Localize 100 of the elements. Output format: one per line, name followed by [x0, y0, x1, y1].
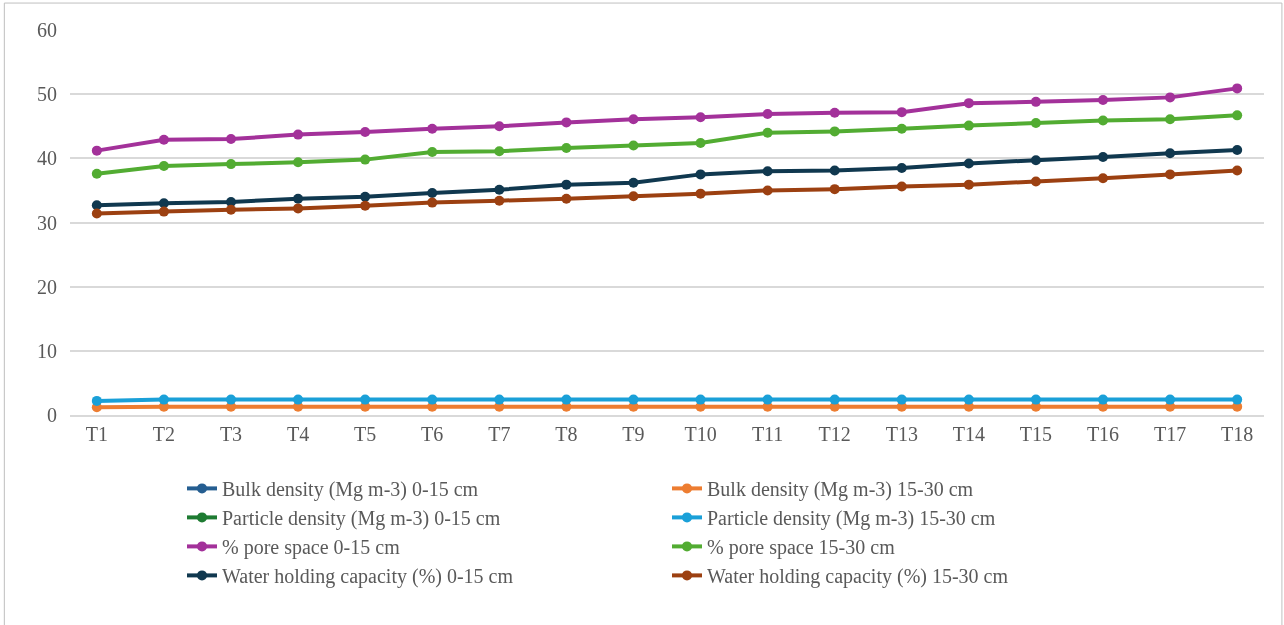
y-tick-label: 30	[37, 211, 57, 234]
x-tick-label: T14	[952, 422, 985, 445]
legend-label: Bulk density (Mg m-3) 15-30 cm	[707, 478, 974, 502]
point	[561, 193, 572, 204]
point	[494, 195, 505, 206]
point	[829, 126, 840, 137]
point	[561, 117, 572, 128]
point	[628, 177, 639, 188]
x-tick-label: T9	[622, 422, 645, 445]
point	[695, 188, 706, 199]
point	[427, 197, 438, 208]
x-tick-label: T6	[421, 422, 444, 445]
point	[1030, 176, 1041, 187]
point	[427, 146, 438, 157]
point	[91, 145, 102, 156]
x-tick-label: T5	[354, 422, 377, 445]
point	[829, 184, 840, 195]
point	[293, 193, 304, 204]
point	[360, 394, 371, 405]
point	[963, 394, 974, 405]
point	[427, 394, 438, 405]
point	[427, 187, 438, 198]
y-tick-label: 10	[37, 339, 57, 362]
x-tick-label: T10	[684, 422, 717, 445]
point	[91, 395, 102, 406]
point	[896, 123, 907, 134]
x-tick-label: T13	[885, 422, 918, 445]
point	[1165, 169, 1176, 180]
point	[293, 394, 304, 405]
x-tick-label: T8	[555, 422, 578, 445]
point	[1098, 394, 1109, 405]
point	[896, 394, 907, 405]
x-tick-label: T11	[751, 422, 784, 445]
point	[829, 107, 840, 118]
point	[1098, 173, 1109, 184]
point	[762, 185, 773, 196]
y-tick-label: 60	[37, 19, 57, 41]
point	[360, 200, 371, 211]
y-tick-label: 40	[37, 147, 57, 170]
y-tick-label: 20	[37, 275, 57, 298]
legend-label: Particle density (Mg m-3) 0-15 cm	[222, 507, 501, 531]
point	[695, 394, 706, 405]
point	[494, 394, 505, 405]
x-tick-label: T7	[488, 422, 511, 445]
point	[896, 162, 907, 173]
point	[695, 137, 706, 148]
point	[225, 394, 236, 405]
point	[360, 127, 371, 138]
point	[1165, 394, 1176, 405]
point	[963, 158, 974, 169]
x-tick-label: T3	[219, 422, 243, 445]
point	[1030, 155, 1041, 166]
legend-label: Water holding capacity (%) 0-15 cm	[222, 565, 514, 589]
x-tick-label: T17	[1153, 422, 1187, 445]
point	[494, 146, 505, 157]
point	[963, 98, 974, 109]
point	[158, 161, 169, 172]
point	[561, 179, 572, 190]
point	[695, 112, 706, 123]
point	[225, 159, 236, 170]
point	[1030, 96, 1041, 107]
x-tick-label: T18	[1221, 422, 1254, 445]
point	[628, 140, 639, 151]
point	[762, 166, 773, 177]
point	[494, 121, 505, 132]
point	[1232, 83, 1243, 94]
point	[896, 107, 907, 118]
point	[1165, 92, 1176, 103]
point	[427, 123, 438, 134]
point	[963, 120, 974, 131]
point	[158, 134, 169, 145]
point	[225, 134, 236, 145]
point	[1232, 110, 1243, 121]
point	[1030, 118, 1041, 129]
point	[360, 191, 371, 202]
point	[1165, 148, 1176, 159]
point	[628, 191, 639, 202]
x-tick-label: T2	[152, 422, 176, 445]
x-tick-label: T15	[1019, 422, 1053, 445]
point	[158, 198, 169, 209]
point	[91, 208, 102, 219]
point	[158, 206, 169, 217]
point	[293, 129, 304, 140]
point	[225, 204, 236, 215]
point	[628, 114, 639, 125]
point	[561, 143, 572, 154]
x-tick-label: T4	[286, 422, 310, 445]
point	[1232, 144, 1243, 155]
point	[1232, 165, 1243, 176]
legend-label: % pore space 15-30 cm	[707, 536, 896, 560]
y-tick-label: 0	[47, 404, 57, 426]
point	[293, 203, 304, 214]
point	[829, 165, 840, 176]
point	[158, 394, 169, 405]
point	[829, 394, 840, 405]
point	[762, 109, 773, 120]
point	[896, 181, 907, 192]
point	[1098, 152, 1109, 163]
legend-label: Particle density (Mg m-3) 15-30 cm	[707, 507, 996, 531]
point	[1030, 394, 1041, 405]
